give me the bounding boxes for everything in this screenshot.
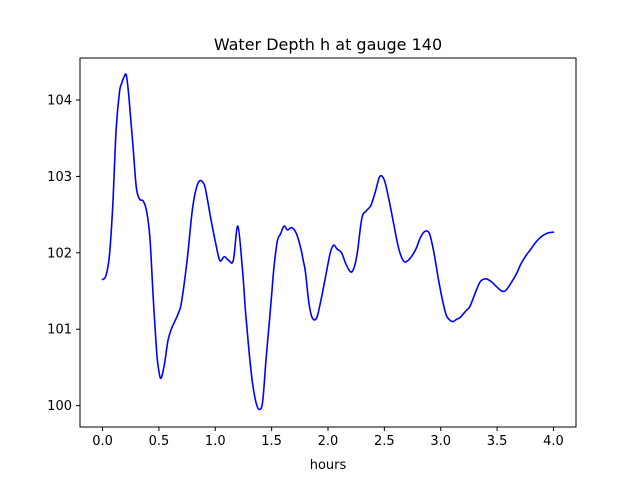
plot-frame [79,57,577,428]
plot-area [79,57,577,428]
x-tick-label: 2.5 [374,434,395,449]
x-tick-label: 1.5 [261,434,282,449]
y-tick-label: 104 [47,94,72,109]
x-axis-label: hours [310,458,347,473]
chart-title: Water Depth h at gauge 140 [214,35,442,54]
x-tick-label: 1.0 [205,434,226,449]
series-line-water-depth [101,73,555,411]
y-tick-label: 100 [47,399,72,414]
y-tick-label: 103 [47,170,72,185]
x-tick-label: 4.0 [543,434,564,449]
x-tick-label: 3.0 [430,434,451,449]
x-tick-label: 0.0 [92,434,113,449]
y-tick-label: 102 [47,246,72,261]
x-tick-label: 0.5 [149,434,170,449]
y-axis: 100 101 102 103 104 [47,94,80,414]
x-tick-label: 2.0 [318,434,339,449]
y-tick-label: 101 [47,323,72,338]
x-tick-label: 3.5 [487,434,508,449]
x-axis: 0.0 0.5 1.0 1.5 2.0 2.5 3.0 3.5 4.0 [92,427,564,449]
